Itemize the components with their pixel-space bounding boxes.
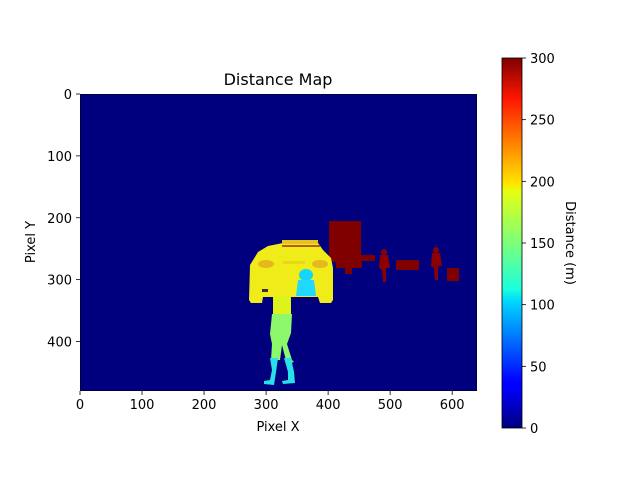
- x-tick-label: 100: [130, 398, 155, 413]
- region-block-arm: [360, 255, 375, 261]
- y-tick-label: 200: [47, 212, 72, 227]
- region-person-right: [431, 247, 442, 280]
- colorbar-tick-label: 150: [530, 237, 555, 252]
- region-small-block-right: [447, 268, 459, 281]
- chart-title: Distance Map: [224, 70, 333, 89]
- y-tick-label: 300: [47, 274, 72, 289]
- y-tick-label: 100: [47, 150, 72, 165]
- x-axis-label: Pixel X: [256, 420, 299, 435]
- heatmap-image: [80, 94, 477, 391]
- colorbar-tick-label: 100: [530, 299, 555, 314]
- y-axis-label: Pixel Y: [24, 221, 39, 263]
- colorbar-gradient: [501, 57, 523, 429]
- x-tick-label: 300: [254, 398, 279, 413]
- region-dark-block: [329, 221, 374, 274]
- colorbar-tick-label: 50: [530, 360, 547, 375]
- y-tick-label: 400: [47, 336, 72, 351]
- x-tick-label: 600: [440, 398, 465, 413]
- x-tick-label: 500: [378, 398, 403, 413]
- x-tick-label: 0: [76, 398, 84, 413]
- region-pedestrian: [264, 269, 316, 385]
- colorbar-tick-label: 300: [530, 52, 555, 67]
- colorbar-tick-label: 200: [530, 175, 555, 190]
- colorbar: 0 50 100 150 200 250 300 Distance (m): [501, 52, 577, 437]
- colorbar-tick-label: 250: [530, 114, 555, 129]
- x-tick-label: 200: [192, 398, 217, 413]
- colorbar-label: Distance (m): [562, 201, 577, 285]
- y-axis: 0 100 200 300 400: [47, 88, 80, 351]
- colorbar-tick-label: 0: [530, 422, 538, 437]
- colorbar-axis: 0 50 100 150 200 250 300: [522, 52, 555, 437]
- y-tick-label: 0: [64, 88, 72, 103]
- x-tick-label: 400: [316, 398, 341, 413]
- x-axis: 0 100 200 300 400 500 600: [76, 391, 465, 413]
- region-small-block-mid: [396, 260, 419, 270]
- region-person-left: [379, 249, 390, 282]
